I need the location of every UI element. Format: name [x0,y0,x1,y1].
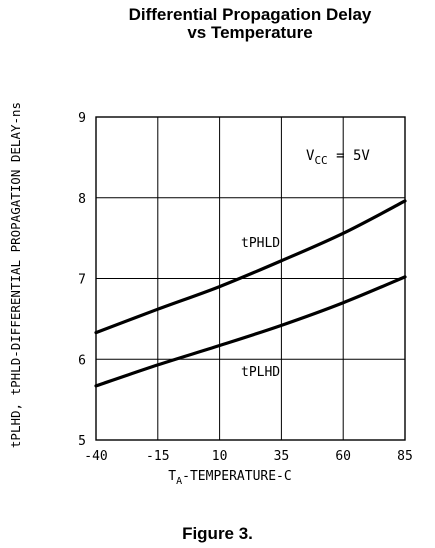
x-tick-label: 35 [274,449,290,464]
series-label-tphld: tPHLD [241,236,280,251]
chart-subtitle: vs Temperature [187,23,313,42]
chart-title: Differential Propagation Delay [128,5,372,24]
grid-layer [95,116,406,441]
x-axis-label-rest: -TEMPERATURE-C [182,469,292,484]
chart-title-block: Differential Propagation Delay vs Temper… [100,6,400,42]
x-axis-label: TA-TEMPERATURE-C [168,469,291,487]
chart-svg: -40 -15 10 35 60 85 5 6 7 8 9 tPLHD, tPHLD-DIFFERE… [8,102,413,487]
series-label-tplhd: tPLHD [241,365,280,380]
x-tick-label: -40 [84,449,107,464]
x-tick-label: 10 [212,449,228,464]
vcc-annotation-sub: CC [314,154,327,167]
series-line-tplhd [94,275,407,388]
y-tick-label: 6 [78,353,86,368]
vcc-annotation-rest: = 5V [328,148,371,164]
x-tick-label: -15 [146,449,169,464]
y-axis-label: tPLHD, tPHLD-DIFFERENTIAL PROPAGATION DE… [8,102,23,448]
y-tick-label: 8 [78,192,86,207]
figure-caption: Figure 3. [182,524,253,543]
y-tick-label: 7 [78,273,86,288]
x-tick-label: 85 [397,449,413,464]
series-line-tphld [94,199,407,335]
x-tick-label: 60 [335,449,351,464]
vcc-annotation-main: V [306,148,315,164]
y-tick-label: 9 [78,111,86,126]
x-axis-label-sub: A [176,476,182,487]
x-axis-label-main: T [168,469,176,484]
tick-layer: -40 -15 10 35 60 85 5 6 7 8 9 [78,111,413,464]
series-layer [94,199,407,388]
vcc-annotation: VCC = 5V [306,148,370,167]
y-tick-label: 5 [78,434,86,449]
